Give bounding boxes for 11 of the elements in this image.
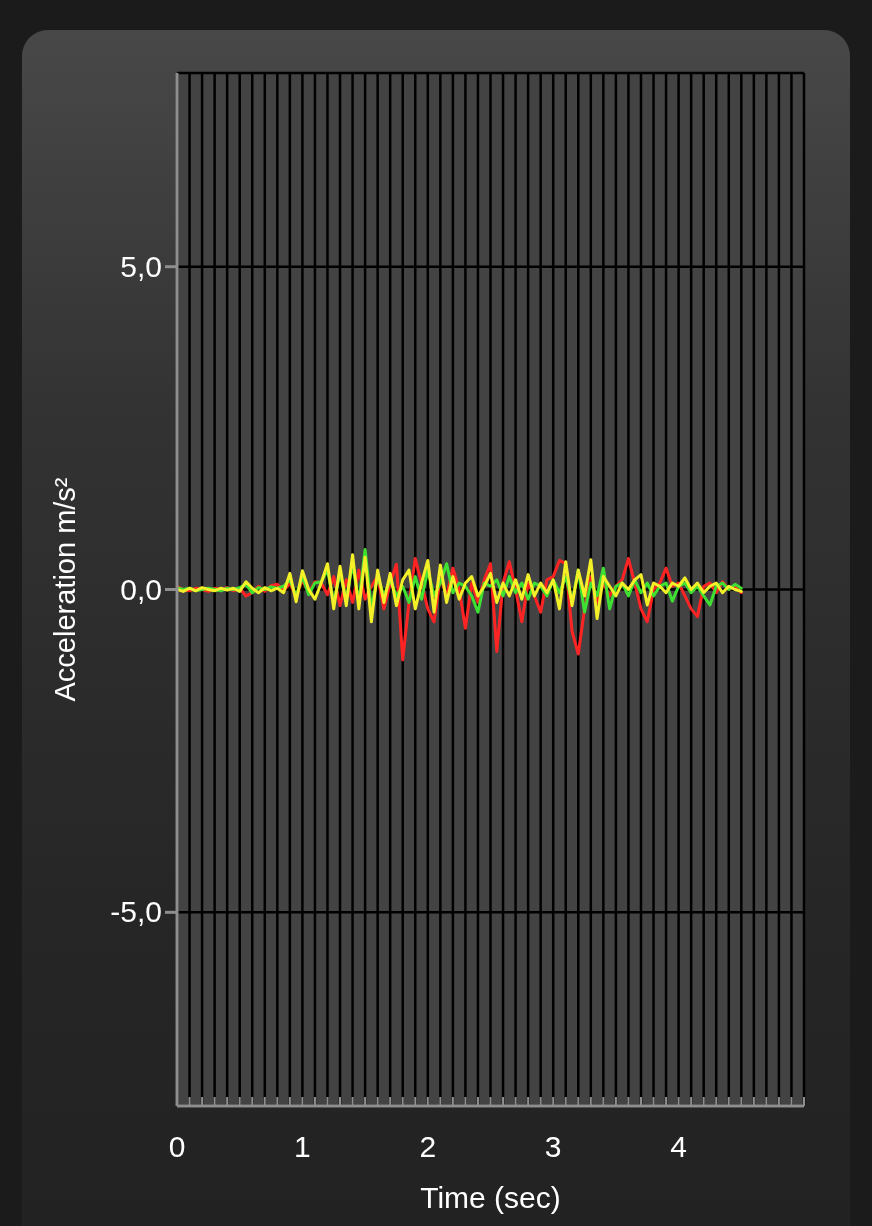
y-axis-title: Acceleration m/s² [49,477,81,702]
y-tick-label: -5,0 [110,895,162,929]
x-tick-label: 2 [419,1130,437,1163]
x-tick-label: 4 [670,1130,687,1163]
x-tick-label: 0 [168,1130,186,1163]
x-axis-title: Time (sec) [420,1181,561,1214]
line-series [177,553,743,624]
y-tick-label: 5,0 [120,249,162,283]
y-tick-label: 0,0 [120,572,162,606]
x-tick-label: 3 [544,1130,562,1163]
x-tick-label: 1 [294,1130,311,1163]
